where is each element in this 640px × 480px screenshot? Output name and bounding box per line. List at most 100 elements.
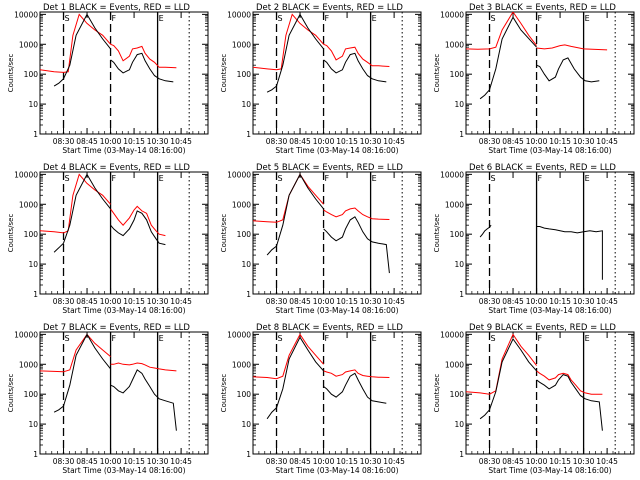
y-tick-label: 1	[459, 290, 464, 299]
x-tick-label: 10:45	[170, 137, 192, 146]
plot-frame	[39, 331, 209, 455]
y-tick-label: 1000	[19, 200, 38, 209]
interval-mark: E	[372, 174, 377, 183]
x-tick-label: 10:15	[336, 297, 358, 306]
lld-series-line	[253, 333, 390, 380]
x-axis-label: Start Time (03-May-14 08:16:00)	[62, 466, 185, 475]
y-tick-label: 1	[246, 450, 251, 459]
y-tick-label: 1	[33, 290, 38, 299]
interval-mark: S	[65, 174, 70, 183]
y-tick-label: 10	[454, 260, 464, 269]
x-axis-label: Start Time (03-May-14 08:16:00)	[62, 306, 185, 315]
chart-panel-1: Det 1 BLACK = Events, RED = LLD 1 10 100 100…	[7, 3, 209, 155]
lld-series-line	[40, 173, 166, 237]
y-tick-label: 100	[237, 390, 252, 399]
y-tick-label: 10	[454, 420, 464, 429]
x-axis-label: Start Time (03-May-14 08:16:00)	[275, 306, 398, 315]
interval-mark: F	[112, 174, 117, 183]
events-series-line	[479, 224, 603, 280]
x-axis-label: Start Time (03-May-14 08:16:00)	[488, 146, 611, 155]
interval-mark: S	[491, 174, 496, 183]
x-tick-label: 10:00	[526, 137, 548, 146]
y-tick-label: 1000	[19, 360, 38, 369]
x-axis-label: Start Time (03-May-14 08:16:00)	[275, 466, 398, 475]
y-tick-label: 10	[241, 260, 251, 269]
y-tick-label: 1	[459, 130, 464, 139]
events-series-line	[266, 173, 390, 274]
x-tick-label: 08:45	[289, 137, 311, 146]
y-tick-label: 1	[246, 130, 251, 139]
y-tick-label: 10	[241, 100, 251, 109]
interval-mark: F	[538, 14, 543, 23]
panel-title: Det 5 BLACK = Events, RED = LLD	[256, 163, 403, 173]
interval-mark: S	[278, 334, 283, 343]
lld-series-line	[466, 333, 603, 395]
y-tick-label: 1000	[445, 200, 464, 209]
x-tick-label: 10:30	[573, 137, 595, 146]
x-tick-label: 10:00	[100, 137, 122, 146]
x-axis-label: Start Time (03-May-14 08:16:00)	[488, 466, 611, 475]
x-tick-label: 10:15	[549, 297, 571, 306]
plot-frame	[465, 11, 635, 135]
events-series-line	[479, 16, 600, 100]
y-axis-label: Counts/sec	[220, 214, 228, 253]
y-tick-label: 10000	[14, 10, 38, 19]
x-tick-label: 10:30	[360, 297, 382, 306]
x-tick-label: 10:15	[336, 137, 358, 146]
x-tick-label: 08:45	[502, 457, 524, 466]
interval-mark: E	[585, 14, 590, 23]
x-tick-label: 08:45	[289, 297, 311, 306]
y-axis-label: Counts/sec	[220, 54, 228, 93]
y-tick-label: 10000	[227, 330, 251, 339]
x-tick-label: 10:45	[170, 457, 192, 466]
interval-mark: F	[112, 14, 117, 23]
y-tick-label: 10000	[227, 170, 251, 179]
events-series-line	[266, 13, 387, 93]
y-tick-label: 10	[454, 100, 464, 109]
x-tick-label: 10:30	[147, 137, 169, 146]
lld-series-line	[40, 333, 177, 373]
chart-panel-3: Det 3 BLACK = Events, RED = LLD 1 10 100 100…	[433, 3, 635, 155]
x-tick-label: 08:45	[289, 457, 311, 466]
y-tick-label: 10	[241, 420, 251, 429]
y-tick-label: 10000	[227, 10, 251, 19]
x-tick-label: 10:45	[383, 457, 405, 466]
x-tick-label: 10:15	[123, 457, 145, 466]
y-tick-label: 1000	[232, 40, 251, 49]
x-tick-label: 10:00	[313, 137, 335, 146]
x-tick-label: 10:45	[170, 297, 192, 306]
interval-mark: E	[159, 174, 164, 183]
chart-panel-9: Det 9 BLACK = Events, RED = LLD 1 10 100 100…	[433, 323, 635, 475]
y-tick-label: 100	[450, 70, 465, 79]
x-tick-label: 10:00	[313, 457, 335, 466]
x-tick-label: 10:00	[100, 297, 122, 306]
x-tick-label: 10:00	[526, 297, 548, 306]
plot-frame	[465, 331, 635, 455]
y-tick-label: 1000	[232, 200, 251, 209]
interval-mark: S	[491, 14, 496, 23]
interval-mark: E	[585, 334, 590, 343]
x-axis-label: Start Time (03-May-14 08:16:00)	[488, 306, 611, 315]
x-tick-label: 10:30	[147, 457, 169, 466]
x-tick-label: 10:00	[526, 457, 548, 466]
x-tick-label: 08:45	[502, 297, 524, 306]
x-tick-label: 08:30	[479, 457, 501, 466]
y-axis-label: Counts/sec	[7, 54, 15, 93]
y-tick-label: 10000	[440, 330, 464, 339]
chart-panel-6: Det 6 BLACK = Events, RED = LLD 1 10 100 100…	[433, 163, 635, 315]
panel-title: Det 3 BLACK = Events, RED = LLD	[469, 3, 616, 13]
interval-mark: F	[325, 334, 330, 343]
panel-title: Det 7 BLACK = Events, RED = LLD	[43, 323, 190, 333]
y-tick-label: 100	[24, 390, 39, 399]
x-tick-label: 10:30	[573, 457, 595, 466]
y-tick-label: 100	[24, 70, 39, 79]
x-tick-label: 10:15	[549, 137, 571, 146]
y-tick-label: 10	[28, 420, 38, 429]
y-tick-label: 10000	[14, 330, 38, 339]
x-tick-label: 10:30	[147, 297, 169, 306]
lld-series-line	[253, 13, 390, 71]
y-axis-label: Counts/sec	[7, 214, 15, 253]
x-tick-label: 08:30	[479, 297, 501, 306]
x-tick-label: 10:15	[336, 457, 358, 466]
